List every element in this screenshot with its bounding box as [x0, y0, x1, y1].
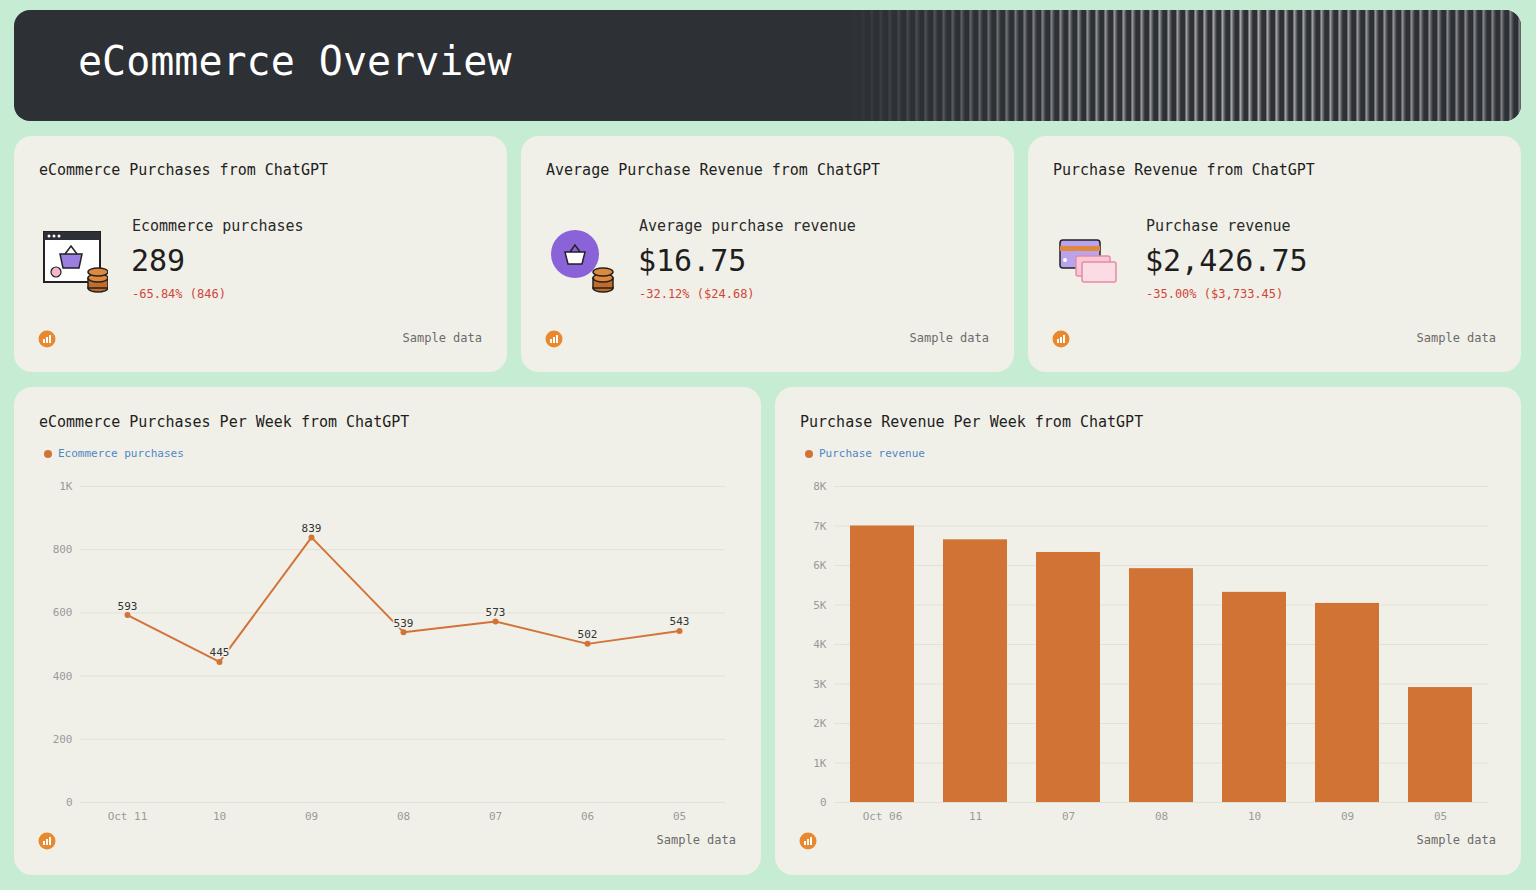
svg-text:593: 593 — [118, 600, 138, 613]
svg-text:11: 11 — [969, 810, 982, 823]
svg-text:200: 200 — [53, 733, 73, 746]
svg-text:Oct 06: Oct 06 — [863, 810, 903, 823]
svg-text:400: 400 — [53, 670, 73, 683]
svg-text:Oct 11: Oct 11 — [108, 810, 148, 823]
html-text:Sample data: Sample data — [656, 833, 736, 847]
svg-text:07: 07 — [1062, 810, 1075, 823]
html-text:Sample data: Sample data — [1416, 331, 1496, 345]
html-text:Purchase revenue: Purchase revenue — [1146, 217, 1291, 235]
html-text:$2,426.75: $2,426.75 — [1145, 243, 1308, 278]
svg-text:1K: 1K — [813, 757, 827, 770]
svg-text:07: 07 — [489, 810, 502, 823]
svg-text:4K: 4K — [813, 638, 827, 651]
svg-text:800: 800 — [53, 543, 73, 556]
svg-text:0: 0 — [820, 796, 827, 809]
html-text:Average Purchase Revenue from: Average Purchase Revenue from ChatGPT — [546, 161, 881, 179]
svg-text:0: 0 — [66, 796, 73, 809]
html-text:Purchase Revenue from ChatGPT: Purchase Revenue from ChatGPT — [1053, 161, 1315, 179]
svg-text:08: 08 — [1155, 810, 1168, 823]
svg-text:10: 10 — [213, 810, 226, 823]
html-text:eCommerce Purchases Per Week f: eCommerce Purchases Per Week from ChatGP… — [39, 413, 410, 431]
svg-text:7K: 7K — [813, 520, 827, 533]
svg-text:543: 543 — [670, 615, 690, 628]
html-text:Sample data: Sample data — [1416, 833, 1496, 847]
svg-text:839: 839 — [302, 522, 322, 535]
svg-text:09: 09 — [1341, 810, 1354, 823]
html-text:289: 289 — [131, 243, 186, 278]
svg-text:600: 600 — [53, 606, 73, 619]
svg-text:539: 539 — [394, 617, 414, 630]
svg-text:05: 05 — [1434, 810, 1447, 823]
svg-text:5K: 5K — [813, 599, 827, 612]
html-text:Purchase Revenue Per Week from: Purchase Revenue Per Week from ChatGPT — [800, 413, 1144, 431]
html-text:Purchase revenue: Purchase revenue — [819, 447, 925, 460]
html-text:$16.75: $16.75 — [638, 243, 747, 278]
svg-text:3K: 3K — [813, 678, 827, 691]
html-text:Sample data: Sample data — [909, 331, 989, 345]
svg-text:10: 10 — [1248, 810, 1261, 823]
html-text:-32.12% ($24.68): -32.12% ($24.68) — [639, 287, 755, 301]
svg-text:2K: 2K — [813, 717, 827, 730]
svg-text:1K: 1K — [59, 480, 73, 493]
svg-text:05: 05 — [673, 810, 686, 823]
svg-text:08: 08 — [397, 810, 410, 823]
html-text:-65.84% (846): -65.84% (846) — [132, 287, 226, 301]
svg-text:502: 502 — [578, 628, 598, 641]
svg-text:06: 06 — [581, 810, 594, 823]
html-text:-35.00% ($3,733.45): -35.00% ($3,733.45) — [1146, 287, 1284, 301]
html-text:Sample data: Sample data — [402, 331, 482, 345]
html-text:Ecommerce purchases: Ecommerce purchases — [132, 217, 304, 235]
html-text:eCommerce Overview: eCommerce Overview — [78, 38, 512, 84]
svg-text:6K: 6K — [813, 559, 827, 572]
svg-text:8K: 8K — [813, 480, 827, 493]
svg-text:09: 09 — [305, 810, 318, 823]
svg-text:573: 573 — [486, 606, 506, 619]
html-text:eCommerce Purchases from ChatG: eCommerce Purchases from ChatGPT — [39, 161, 328, 179]
html-text:Average purchase revenue: Average purchase revenue — [639, 217, 856, 235]
html-text:Ecommerce purchases: Ecommerce purchases — [58, 447, 184, 460]
svg-text:445: 445 — [210, 646, 230, 659]
